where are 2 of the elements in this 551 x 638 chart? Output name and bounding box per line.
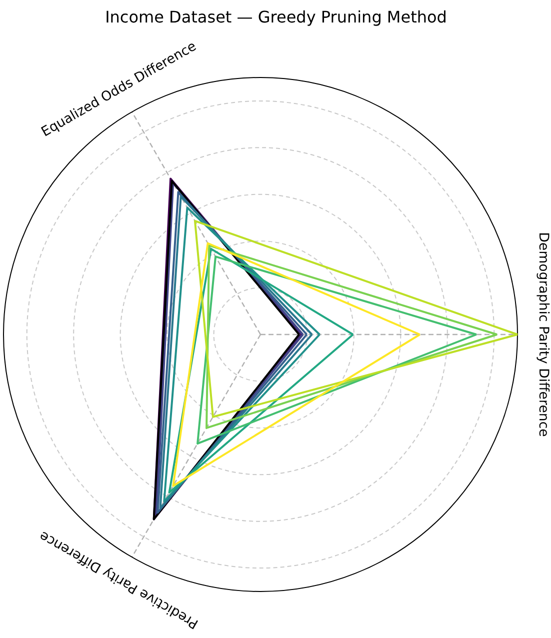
spoke-label: Demographic Parity Difference (536, 232, 551, 437)
chart-title: Income Dataset — Greedy Pruning Method (105, 8, 447, 26)
